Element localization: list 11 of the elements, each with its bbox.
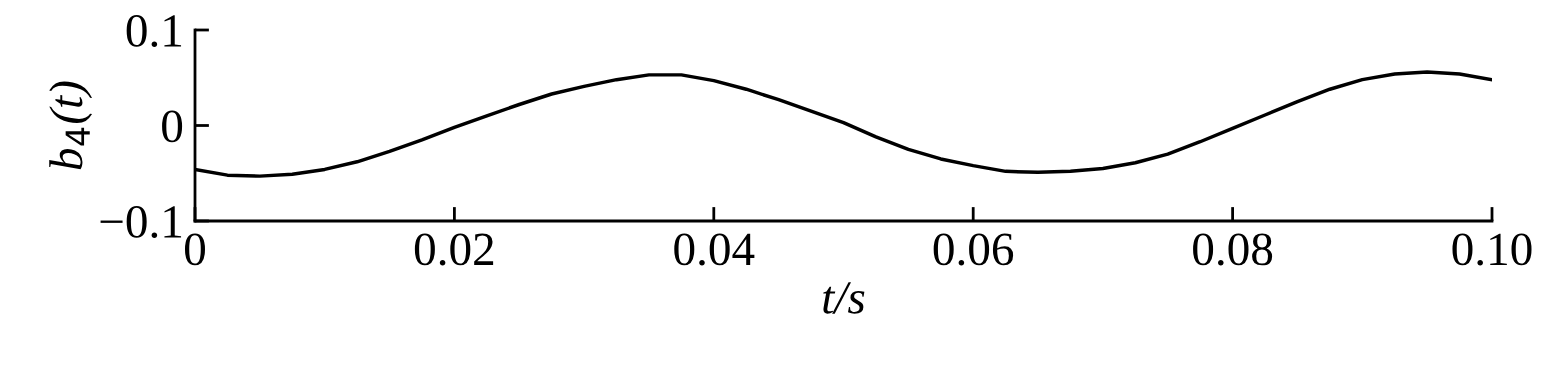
x-tick-label: 0.02 — [414, 233, 494, 266]
x-tick-label: 0.10 — [1452, 233, 1532, 266]
y-axis-title: b$_{4}$(t) — [49, 81, 93, 170]
x-tick-label: 0.08 — [1193, 233, 1273, 266]
y-tick-label: −0.1 — [100, 205, 182, 239]
x-tick-label: 0 — [184, 233, 206, 266]
x-tick-label: 0.06 — [933, 233, 1014, 266]
y-tick-label: 0 — [162, 110, 183, 143]
x-axis-title: t/s — [823, 282, 865, 314]
x-tick-label: 0.04 — [674, 233, 755, 266]
y-tick-label: 0.1 — [126, 14, 182, 48]
